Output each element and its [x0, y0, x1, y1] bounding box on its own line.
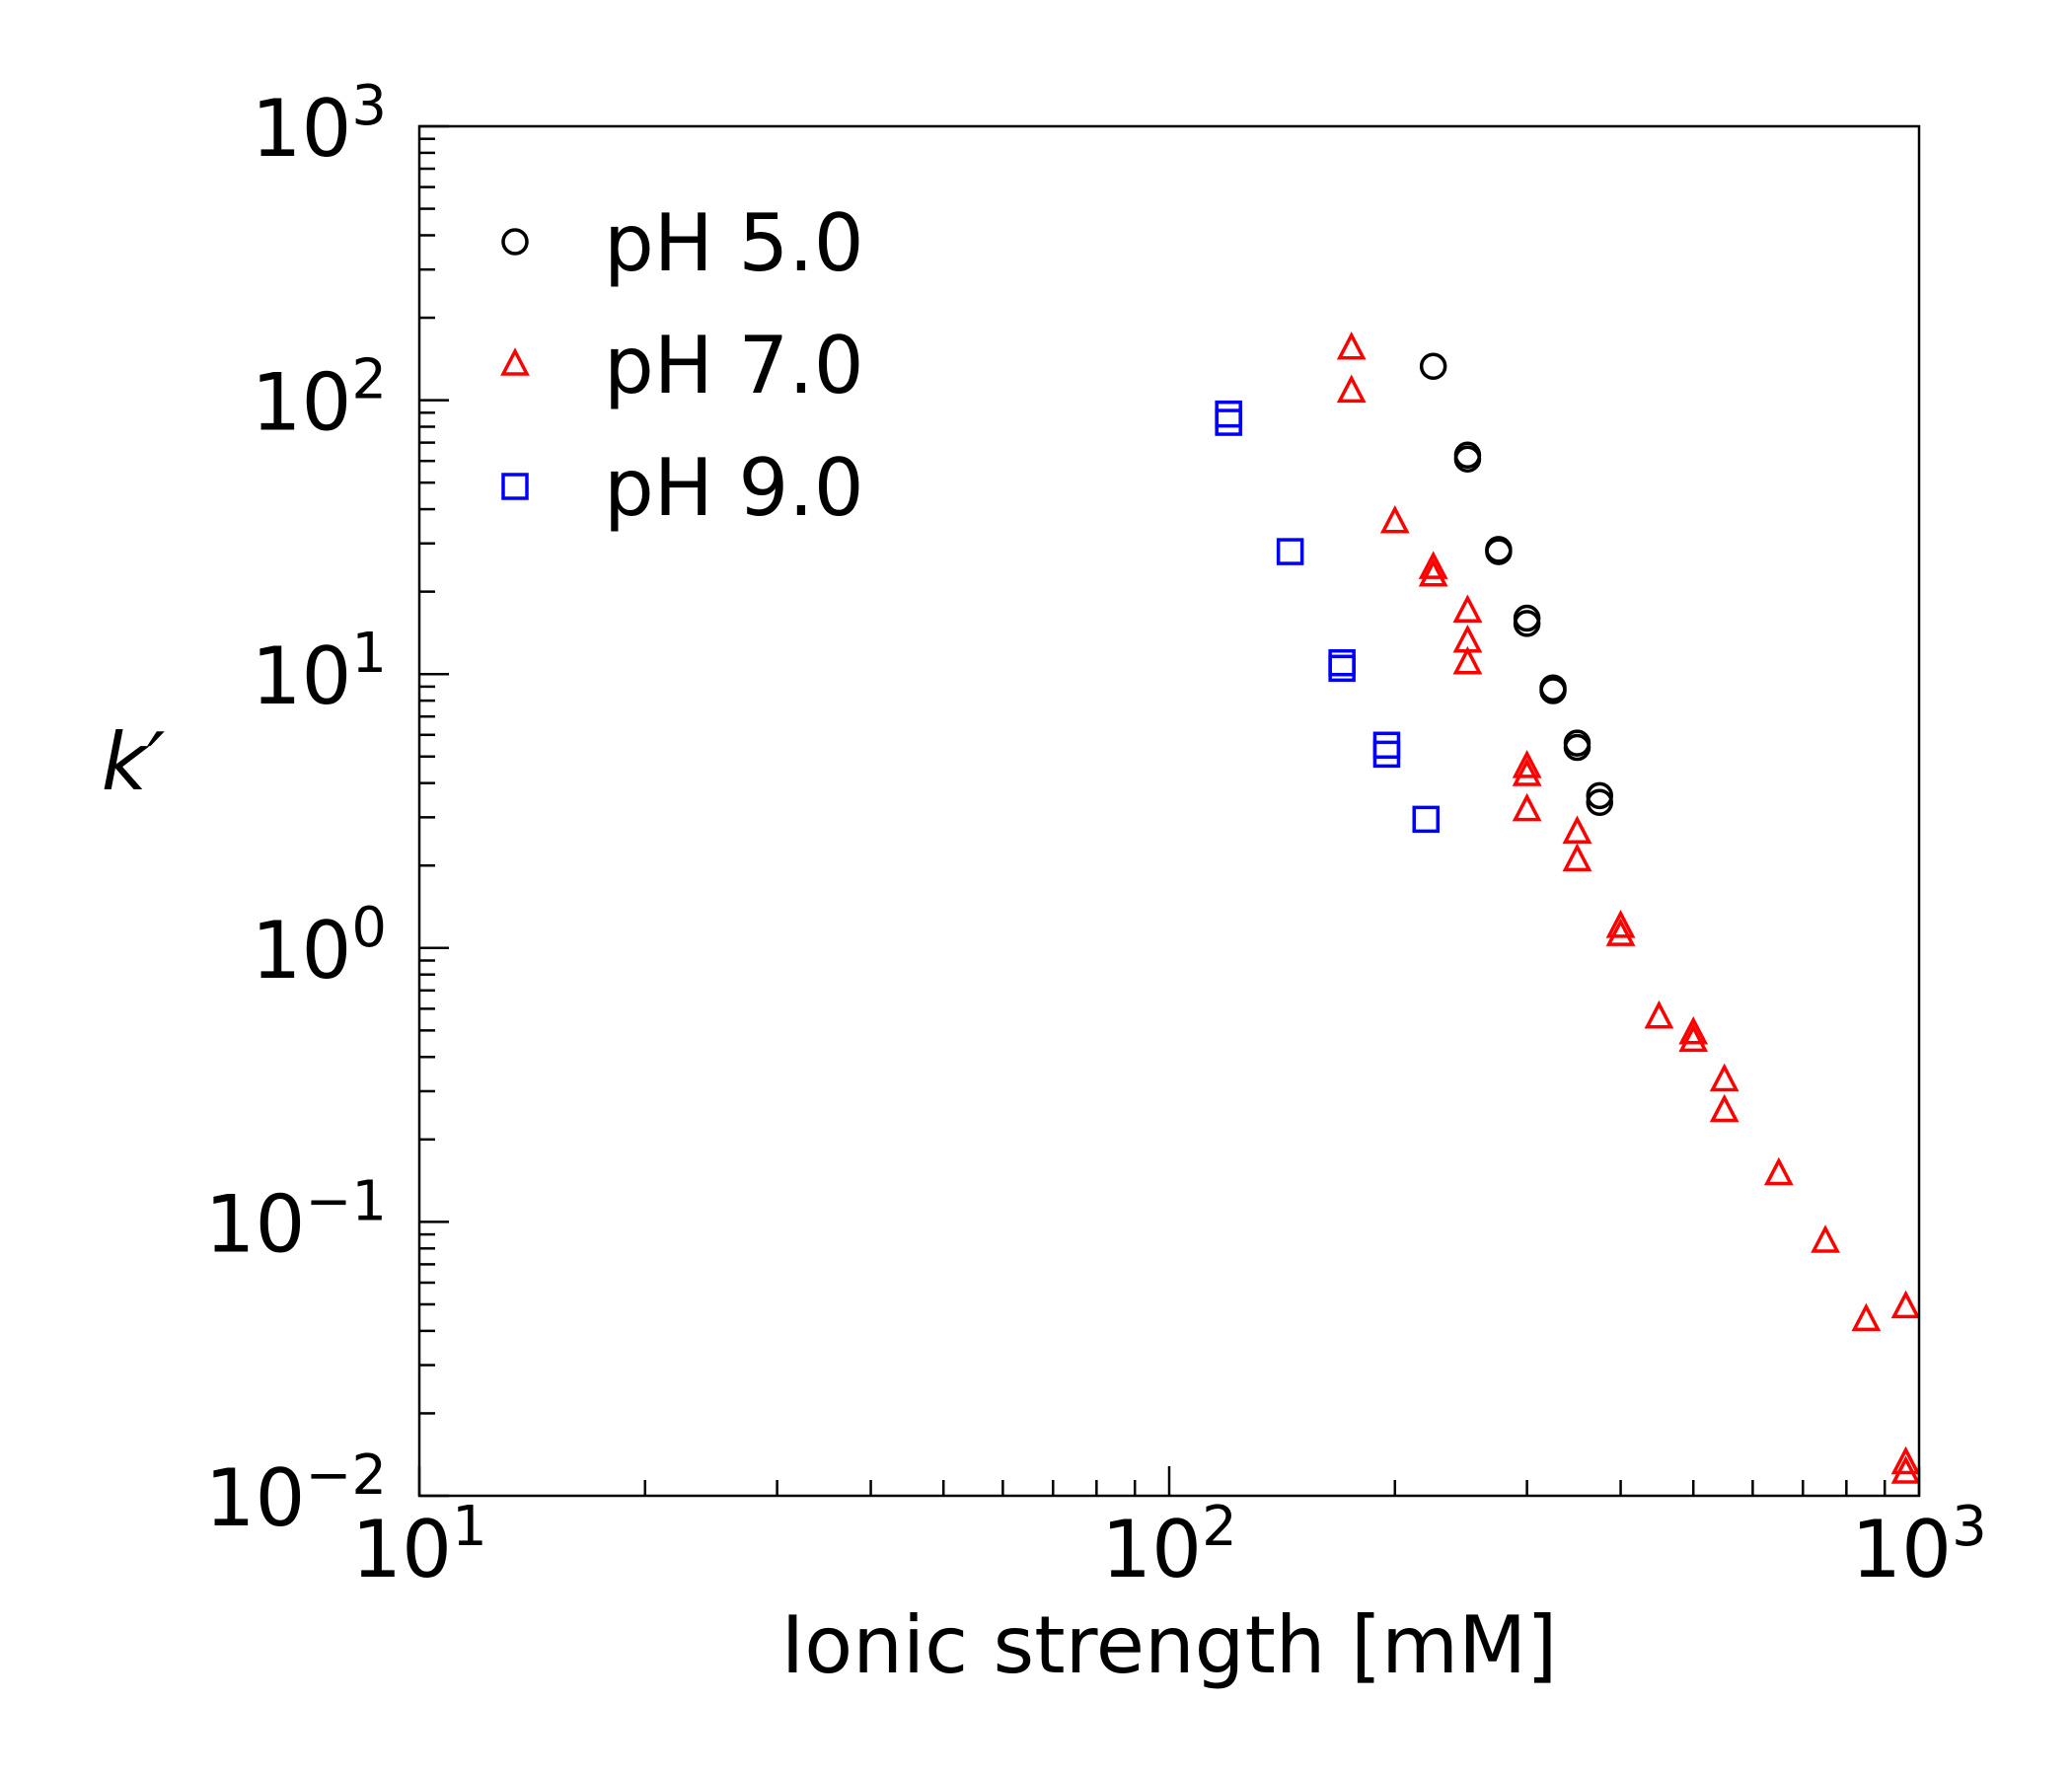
data-point-triangle [1605, 918, 1636, 946]
data-point-triangle [1709, 1093, 1739, 1123]
legend-label: pH 7.0 [604, 320, 864, 411]
x-axis-title: Ionic strength [mM] [781, 1599, 1558, 1691]
x-tick-labels: 101 102 103 [351, 1495, 1986, 1595]
x-tick-label: 103 [1851, 1495, 1986, 1595]
data-point-triangle [1512, 792, 1542, 822]
data-point-square [1412, 805, 1440, 834]
data-point-square [1372, 740, 1401, 769]
series-circle [1419, 352, 1614, 817]
data-points [1215, 331, 1921, 1484]
data-point-circle [1586, 781, 1614, 810]
data-point-circle [1453, 445, 1482, 473]
x-tick-label: 101 [351, 1495, 486, 1595]
data-point-square [1215, 408, 1242, 436]
data-point-triangle [1379, 504, 1410, 534]
legend-marker-triangle [500, 347, 530, 376]
data-point-triangle [1890, 1455, 1921, 1484]
y-tick-label: 103 [252, 74, 387, 175]
legend-marker-square [501, 473, 529, 500]
data-point-triangle [1644, 999, 1674, 1029]
data-point-triangle [1336, 331, 1367, 360]
data-point-circle [1513, 610, 1541, 637]
data-point-circle [1485, 538, 1513, 565]
axis-ticks [417, 124, 1921, 1498]
data-point-triangle [1709, 1063, 1739, 1092]
data-point-triangle [1512, 750, 1542, 778]
data-point-triangle [1605, 910, 1636, 938]
y-tick-label: 10−2 [205, 1443, 387, 1544]
y-tick-label: 102 [252, 348, 387, 449]
legend-marker-circle [501, 228, 529, 256]
y-axis-title: k′ [102, 716, 166, 808]
data-point-triangle [1562, 815, 1592, 845]
data-point-triangle [1512, 758, 1542, 786]
y-tick-label: 101 [252, 622, 387, 722]
y-tick-label: 10−1 [205, 1169, 387, 1270]
data-point-triangle [1890, 1290, 1921, 1319]
legend: pH 5.0 pH 7.0 pH 9.0 [500, 197, 864, 534]
y-tick-labels: 10−2 10−1 100 101 102 103 [205, 74, 387, 1544]
data-point-circle [1419, 352, 1447, 380]
y-tick-label: 100 [252, 896, 387, 997]
data-point-triangle [1336, 374, 1367, 404]
series-square [1215, 400, 1440, 834]
data-point-triangle [1890, 1445, 1921, 1475]
data-point-triangle [1678, 1023, 1709, 1053]
data-point-triangle [1452, 594, 1483, 623]
legend-label: pH 5.0 [604, 197, 864, 289]
data-point-square [1276, 538, 1304, 565]
data-point-triangle [1418, 558, 1448, 587]
data-point-triangle [1562, 843, 1592, 872]
data-point-triangle [1811, 1224, 1840, 1253]
data-point-circle [1586, 788, 1614, 817]
data-point-triangle [1452, 645, 1483, 675]
series-triangle [1336, 331, 1921, 1484]
data-point-square [1328, 654, 1356, 683]
data-point-triangle [1678, 1016, 1709, 1045]
data-point-circle [1563, 733, 1591, 762]
data-point-triangle [1418, 551, 1448, 579]
data-point-triangle [1851, 1302, 1882, 1332]
data-point-circle [1539, 677, 1567, 704]
data-point-triangle [1763, 1156, 1794, 1186]
plot-frame [417, 124, 1921, 1498]
x-tick-label: 102 [1101, 1495, 1236, 1595]
legend-label: pH 9.0 [604, 442, 864, 534]
